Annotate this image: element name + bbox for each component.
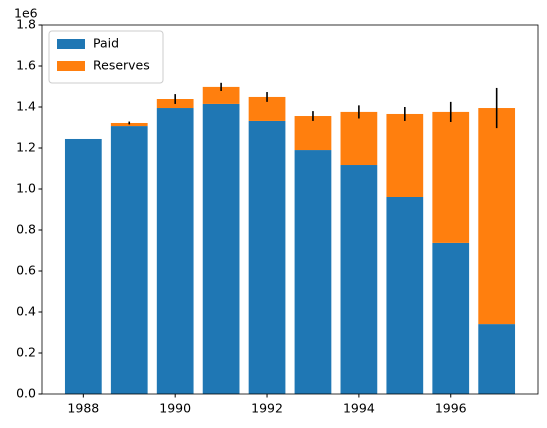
bar (478, 324, 516, 394)
x-tick-label: 1988 (67, 401, 99, 416)
bar (110, 122, 148, 127)
bar (340, 165, 378, 394)
legend-swatch (57, 39, 85, 49)
bar (386, 196, 424, 394)
bar (248, 96, 286, 121)
y-tick-label: 1.6 (16, 58, 36, 73)
plot-frame (41, 24, 539, 395)
y-tick-label: 1.0 (16, 181, 36, 196)
y-tick-label: 0.4 (16, 304, 36, 319)
y-tick-label: 1.2 (16, 140, 36, 155)
bar (432, 111, 470, 243)
legend: Paid Reserves (48, 30, 164, 84)
y-tick-label: 0.0 (16, 386, 36, 401)
bar (110, 126, 148, 394)
legend-label: Reserves (93, 58, 150, 73)
bar (478, 108, 516, 325)
bar (386, 113, 424, 197)
y-offset-label: 1e6 (14, 6, 38, 21)
y-tick-label: 0.8 (16, 222, 36, 237)
x-tick-label: 1992 (251, 401, 283, 416)
y-tick-label: 1.8 (16, 17, 36, 32)
x-tick-label: 1994 (343, 401, 375, 416)
y-tick-label: 1.4 (16, 99, 36, 114)
y-tick-label: 0.6 (16, 263, 36, 278)
bar (156, 108, 194, 395)
legend-label: Paid (93, 36, 119, 51)
legend-swatch (57, 61, 85, 71)
y-tick-label: 0.2 (16, 345, 36, 360)
bar (64, 138, 102, 394)
bar (432, 242, 470, 394)
x-tick-label: 1990 (159, 401, 191, 416)
bar (248, 120, 286, 394)
x-tick-label: 1996 (435, 401, 467, 416)
bar (202, 103, 240, 395)
bar (202, 86, 240, 104)
bar (294, 116, 332, 151)
bar (340, 111, 378, 166)
bar (294, 150, 332, 394)
